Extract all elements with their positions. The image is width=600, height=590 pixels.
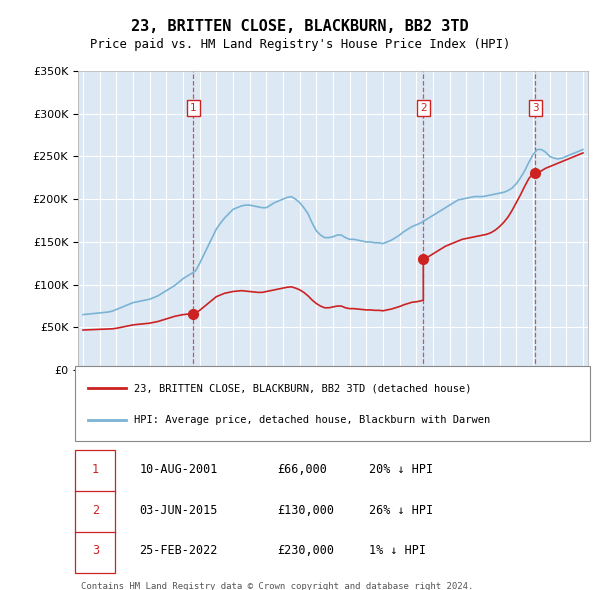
Text: HPI: Average price, detached house, Blackburn with Darwen: HPI: Average price, detached house, Blac… xyxy=(134,415,490,425)
Text: 26% ↓ HPI: 26% ↓ HPI xyxy=(368,504,433,517)
Text: 2: 2 xyxy=(92,504,99,517)
FancyBboxPatch shape xyxy=(76,532,115,573)
Text: Contains HM Land Registry data © Crown copyright and database right 2024.
This d: Contains HM Land Registry data © Crown c… xyxy=(80,582,473,590)
Text: 3: 3 xyxy=(532,103,539,113)
FancyBboxPatch shape xyxy=(76,366,590,441)
Text: 1: 1 xyxy=(92,463,99,476)
Text: Price paid vs. HM Land Registry's House Price Index (HPI): Price paid vs. HM Land Registry's House … xyxy=(90,38,510,51)
Text: 23, BRITTEN CLOSE, BLACKBURN, BB2 3TD: 23, BRITTEN CLOSE, BLACKBURN, BB2 3TD xyxy=(131,19,469,34)
Text: 1% ↓ HPI: 1% ↓ HPI xyxy=(368,545,426,558)
Text: £130,000: £130,000 xyxy=(277,504,334,517)
Text: 20% ↓ HPI: 20% ↓ HPI xyxy=(368,463,433,476)
Text: 2: 2 xyxy=(420,103,427,113)
Text: 03-JUN-2015: 03-JUN-2015 xyxy=(139,504,218,517)
Text: 23, BRITTEN CLOSE, BLACKBURN, BB2 3TD (detached house): 23, BRITTEN CLOSE, BLACKBURN, BB2 3TD (d… xyxy=(134,384,472,394)
Text: 25-FEB-2022: 25-FEB-2022 xyxy=(139,545,218,558)
Text: 3: 3 xyxy=(92,545,99,558)
Text: 10-AUG-2001: 10-AUG-2001 xyxy=(139,463,218,476)
Text: £66,000: £66,000 xyxy=(277,463,327,476)
Text: £230,000: £230,000 xyxy=(277,545,334,558)
Text: 1: 1 xyxy=(190,103,197,113)
FancyBboxPatch shape xyxy=(76,450,115,492)
FancyBboxPatch shape xyxy=(76,491,115,533)
